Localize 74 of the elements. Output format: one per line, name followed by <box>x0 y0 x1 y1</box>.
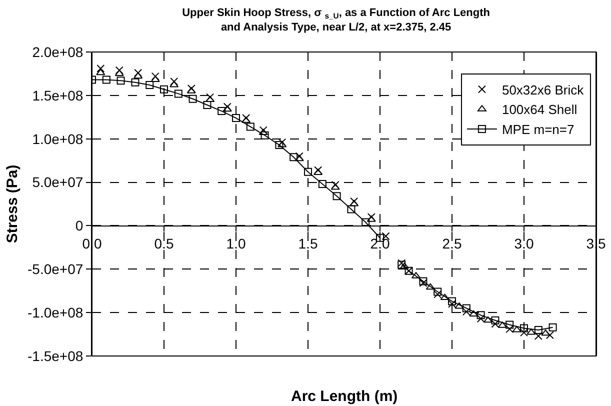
y-tick-label: -5.0e+07 <box>28 261 84 278</box>
y-axis-title: Stress (Pa) <box>4 164 21 244</box>
point <box>258 128 268 136</box>
point <box>491 316 500 324</box>
point <box>242 114 250 122</box>
point <box>203 100 212 109</box>
point <box>246 122 254 131</box>
point <box>290 153 298 162</box>
chart-title: Upper Skin Hoop Stress, σ $_{s_U}$, as a Function of Arc Length and Analysis Type, near L/2, at x=2.375, 2.45 <box>182 7 490 34</box>
point <box>188 94 197 103</box>
y-tick-label: 0 <box>75 218 84 234</box>
y-tick-label: -1.5e+08 <box>28 348 84 364</box>
point <box>506 320 514 329</box>
point <box>491 320 500 328</box>
point <box>426 283 435 290</box>
y-tick-label: 2.0e+08 <box>32 44 84 60</box>
point <box>116 76 125 85</box>
point <box>434 288 442 296</box>
point <box>476 311 485 320</box>
point <box>332 192 341 200</box>
point <box>434 290 442 298</box>
point <box>102 76 110 84</box>
point <box>96 64 105 72</box>
point <box>534 332 542 340</box>
point <box>512 326 522 332</box>
point <box>232 114 240 122</box>
point <box>506 325 514 334</box>
point <box>222 105 232 112</box>
y-tick-label: 1.0e+08 <box>32 130 84 147</box>
point <box>483 316 493 323</box>
point <box>134 72 143 79</box>
point <box>314 166 322 174</box>
point <box>174 90 182 98</box>
point <box>275 140 284 149</box>
legend-label: 50x32x6 Brick <box>502 82 584 98</box>
point <box>131 78 140 86</box>
point <box>134 68 142 77</box>
x-tick-label: 1.0 <box>226 236 246 252</box>
point <box>318 180 326 188</box>
point <box>448 297 456 306</box>
point <box>541 329 550 336</box>
legend-label: MPE m=n=7 <box>502 122 574 138</box>
y-tick-label: 5.0e+07 <box>32 174 84 190</box>
point <box>520 324 528 332</box>
point <box>462 304 470 312</box>
point <box>278 140 287 148</box>
point <box>362 218 370 226</box>
point <box>476 314 485 323</box>
point <box>548 323 557 332</box>
y-tick-label: -1.0e+08 <box>28 304 84 320</box>
point <box>534 326 542 334</box>
point <box>96 68 106 76</box>
legend-label: 100x64 Shell <box>502 102 578 118</box>
point <box>150 76 160 82</box>
x-tick-label: 2.5 <box>442 236 462 252</box>
point <box>218 107 226 116</box>
point <box>260 131 269 140</box>
point <box>294 154 304 162</box>
point <box>160 85 168 94</box>
point <box>546 331 554 340</box>
point <box>454 302 464 309</box>
point <box>146 81 154 90</box>
point <box>469 310 478 317</box>
point <box>419 277 428 286</box>
x-tick-label: 1.5 <box>298 236 318 252</box>
y-tick-label: 1.5e+08 <box>32 87 84 104</box>
point <box>462 308 470 316</box>
point <box>170 78 178 86</box>
x-axis-title: Arc Length (m) <box>291 388 398 405</box>
point <box>350 197 358 206</box>
x-tick-label: 3.0 <box>514 236 534 252</box>
point <box>347 205 356 214</box>
x-tick-label: 0.5 <box>154 236 174 252</box>
point <box>304 168 312 176</box>
